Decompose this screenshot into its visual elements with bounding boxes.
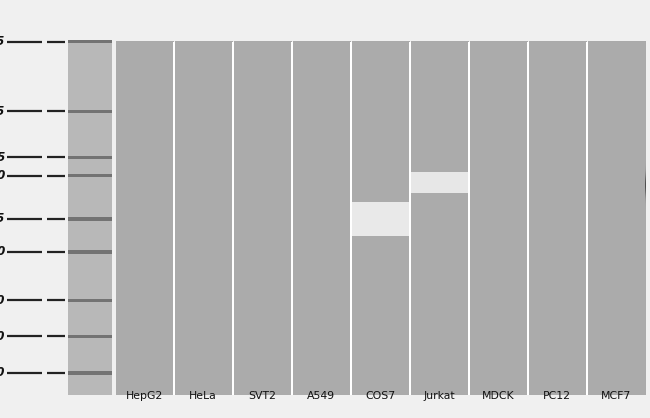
Bar — [350, 42, 352, 395]
Text: 100: 100 — [0, 294, 5, 307]
Bar — [68, 110, 112, 113]
Text: 25: 25 — [0, 105, 5, 118]
Text: 35: 35 — [0, 151, 5, 164]
Text: HepG2: HepG2 — [125, 391, 163, 401]
Bar — [68, 334, 112, 338]
Text: PC12: PC12 — [543, 391, 571, 401]
Text: 15: 15 — [0, 35, 5, 48]
Bar — [116, 42, 173, 395]
Bar — [352, 42, 409, 395]
Bar — [68, 174, 112, 177]
Bar — [68, 217, 112, 221]
Bar — [68, 371, 112, 375]
Bar — [68, 155, 112, 159]
Bar — [175, 42, 232, 395]
Bar — [352, 202, 409, 236]
Bar — [470, 42, 526, 395]
Bar — [468, 42, 470, 395]
Bar — [173, 42, 175, 395]
Bar — [292, 42, 350, 395]
Text: Jurkat: Jurkat — [423, 391, 455, 401]
Bar — [68, 40, 112, 43]
Bar — [68, 299, 112, 302]
Bar — [528, 42, 586, 395]
Text: 70: 70 — [0, 245, 5, 258]
Text: 170: 170 — [0, 366, 5, 380]
Bar — [586, 42, 588, 395]
Bar — [68, 42, 112, 395]
Text: HeLa: HeLa — [189, 391, 217, 401]
Text: 55: 55 — [0, 212, 5, 225]
Text: 40: 40 — [0, 169, 5, 182]
Bar — [526, 42, 528, 395]
Bar — [234, 42, 291, 395]
Text: MDCK: MDCK — [482, 391, 515, 401]
Text: SVT2: SVT2 — [248, 391, 276, 401]
Bar — [291, 42, 292, 395]
Text: COS7: COS7 — [365, 391, 395, 401]
Bar — [232, 42, 234, 395]
Bar — [411, 42, 468, 395]
Text: A549: A549 — [307, 391, 335, 401]
Bar — [411, 172, 468, 193]
Text: 130: 130 — [0, 330, 5, 343]
Bar — [409, 42, 411, 395]
Text: MCF7: MCF7 — [601, 391, 631, 401]
Bar — [588, 42, 645, 395]
Bar — [68, 250, 112, 254]
